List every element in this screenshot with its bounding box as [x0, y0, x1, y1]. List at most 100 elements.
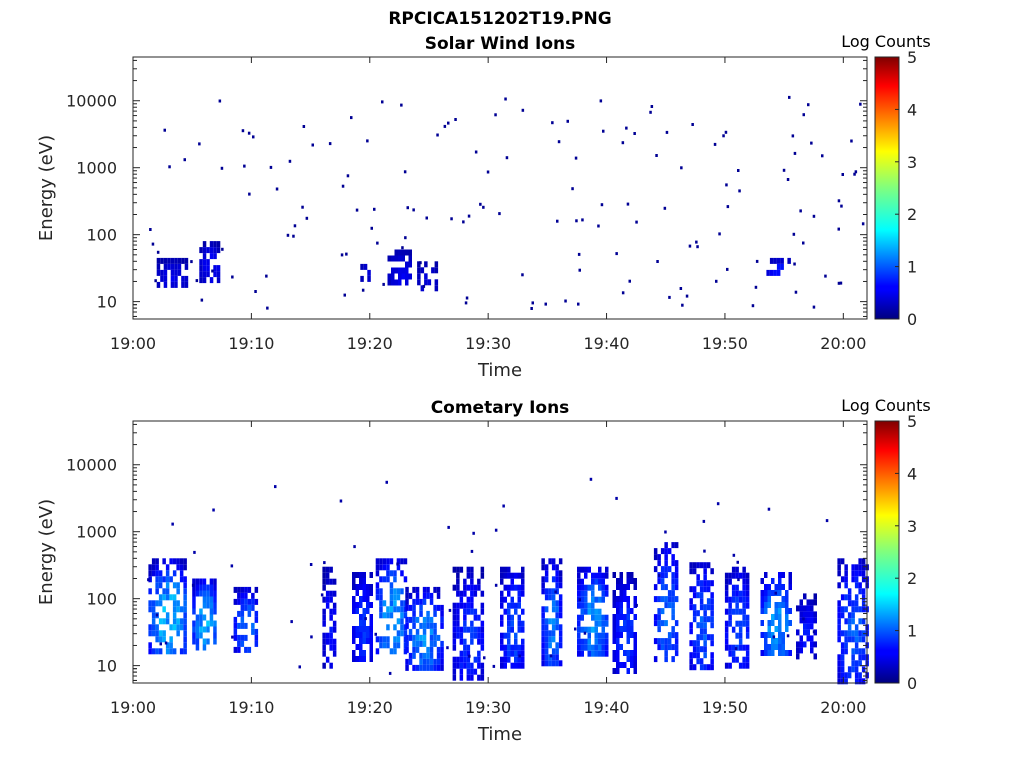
heatmap-cell [179, 648, 184, 655]
heatmap-cell [405, 261, 409, 268]
heatmap-cell [854, 636, 859, 643]
heatmap-cell [192, 608, 196, 615]
heatmap-cell [630, 632, 634, 638]
heatmap-cell [165, 594, 170, 601]
colorbar-tick-label: 1 [907, 258, 917, 277]
heatmap-cell [626, 632, 630, 638]
heatmap-cell [209, 614, 214, 621]
heatmap-cell [514, 602, 518, 609]
colorbar-tick-label: 0 [907, 310, 917, 329]
heatmap-cell [393, 576, 397, 583]
heatmap-cell [780, 263, 784, 270]
heatmap-cell [391, 279, 395, 286]
heatmap-cell [415, 664, 420, 671]
heatmap-cell [551, 624, 556, 631]
heatmap-cell [240, 640, 245, 647]
heatmap-cell [657, 644, 661, 651]
heatmap-cell [386, 570, 390, 577]
heatmap-cell [598, 632, 602, 639]
heatmap-cell [776, 263, 781, 270]
heatmap-cell [541, 558, 545, 565]
y-tick-label: 1000 [76, 159, 117, 178]
heatmap-cell [521, 273, 524, 277]
heatmap-cell [355, 626, 359, 632]
heatmap-cell [778, 620, 782, 626]
heatmap-cell [517, 644, 521, 651]
heatmap-cell [731, 566, 736, 573]
heatmap-cell [616, 584, 620, 590]
heatmap-cell [703, 586, 707, 593]
heatmap-cell [199, 608, 203, 615]
heatmap-cell [724, 632, 729, 639]
heatmap-cell [405, 592, 409, 599]
heatmap-cell [735, 608, 739, 615]
heatmap-cell [198, 142, 201, 146]
heatmap-cell [674, 578, 679, 585]
heatmap-cell [379, 642, 383, 649]
heatmap-cell [240, 592, 245, 599]
heatmap-cell [742, 656, 746, 663]
heatmap-cell [810, 623, 814, 630]
heatmap-cell [199, 578, 203, 585]
heatmap-cell [473, 668, 478, 675]
heatmap-cell [369, 584, 373, 590]
heatmap-cell [658, 573, 661, 577]
heatmap-cell [840, 576, 845, 583]
plot-area [132, 56, 868, 320]
heatmap-cell [429, 640, 434, 647]
heatmap-cell [156, 257, 161, 264]
heatmap-cell [612, 650, 616, 656]
heatmap-cell [329, 590, 333, 597]
heatmap-cell [382, 564, 387, 571]
heatmap-cell [778, 602, 782, 608]
heatmap-cell [459, 650, 464, 657]
heatmap-cell [322, 596, 326, 603]
heatmap-cell [426, 592, 430, 599]
heatmap-cell [176, 558, 180, 565]
heatmap-cell [837, 564, 841, 571]
heatmap-cell [771, 650, 775, 656]
heatmap-cell [767, 632, 771, 638]
heatmap-cell [663, 206, 667, 210]
heatmap-cell [821, 154, 824, 158]
heatmap-cell [728, 614, 732, 621]
heatmap-cell [591, 602, 595, 609]
heatmap-cell [703, 628, 707, 635]
heatmap-cell [162, 576, 166, 583]
heatmap-cell [854, 630, 859, 637]
heatmap-cell [771, 644, 775, 650]
heatmap-cell [722, 134, 725, 138]
heatmap-cell [674, 632, 679, 639]
heatmap-cell [456, 566, 460, 573]
heatmap-cell [482, 205, 485, 209]
heatmap-cell [367, 269, 371, 276]
heatmap-cell [233, 616, 238, 623]
x-tick-label: 20:00 [820, 698, 866, 717]
heatmap-cell [771, 590, 775, 596]
heatmap-cell [706, 580, 711, 587]
heatmap-cell [393, 570, 397, 577]
heatmap-cell [703, 652, 707, 659]
heatmap-cell [147, 578, 150, 582]
heatmap-cell [548, 558, 552, 565]
heatmap-cell [233, 622, 238, 629]
heatmap-cell [551, 654, 556, 661]
heatmap-cell [813, 593, 817, 600]
heatmap-cell [706, 562, 711, 569]
heatmap-cell [859, 102, 862, 106]
heatmap-cell [183, 618, 187, 625]
heatmap-cell [785, 626, 789, 632]
heatmap-cell [322, 614, 326, 621]
heatmap-cell [840, 678, 845, 685]
heatmap-cell [847, 636, 852, 643]
heatmap-cell [726, 205, 730, 209]
heatmap-cell [544, 624, 549, 631]
heatmap-cell [419, 634, 423, 641]
heatmap-cell [691, 123, 694, 126]
heatmap-cell [176, 618, 180, 625]
heatmap-cell [551, 558, 556, 565]
heatmap-cell [405, 664, 409, 671]
heatmap-cell [650, 105, 654, 108]
heatmap-cell [470, 590, 474, 597]
